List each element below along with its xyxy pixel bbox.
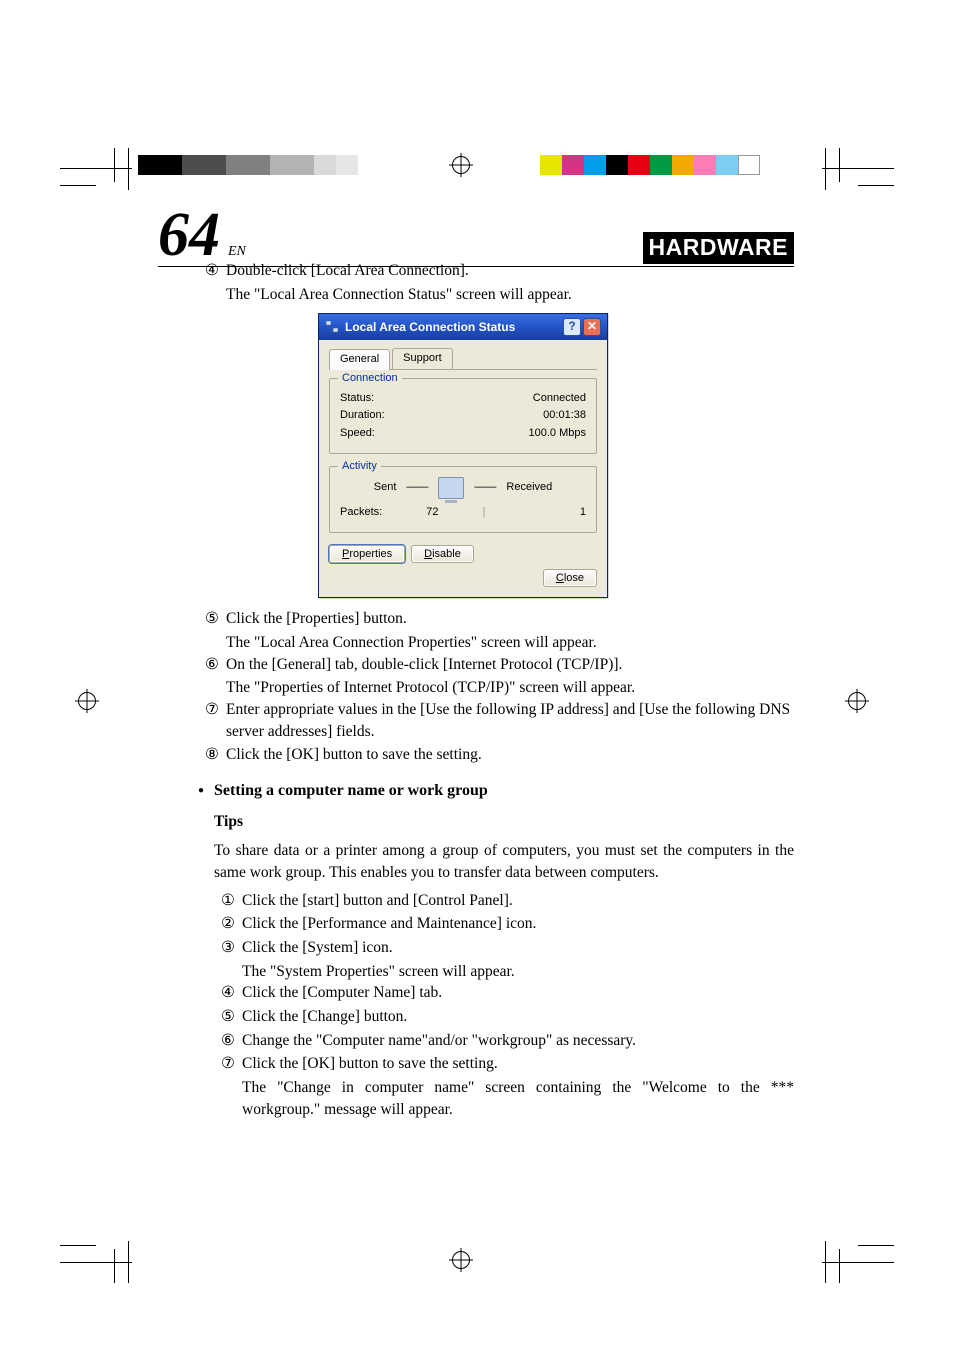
speed-label: Speed: — [340, 426, 375, 441]
dash: —— — [406, 480, 428, 495]
step-detail: The "Change in computer name" screen con… — [214, 1077, 794, 1120]
step-4: ④ Double-click [Local Area Connection]. — [198, 260, 794, 282]
registration-mark-icon — [452, 1251, 470, 1269]
crop-mark — [839, 1249, 840, 1283]
color-swatch-bar — [540, 155, 760, 175]
network-icon — [325, 320, 339, 334]
dialog-title: Local Area Connection Status — [345, 319, 515, 336]
page-language: EN — [228, 244, 246, 259]
step-text: Enter appropriate values in the [Use the… — [226, 699, 794, 742]
crop-mark — [60, 1262, 132, 1263]
group-legend: Activity — [338, 459, 381, 474]
duration-value: 00:01:38 — [543, 408, 586, 423]
step-6: ⑥ On the [General] tab, double-click [In… — [198, 654, 794, 676]
page-header: 64 EN HARDWARE — [158, 208, 794, 267]
registration-mark-icon — [848, 692, 866, 710]
properties-button[interactable]: Properties — [329, 545, 405, 563]
crop-mark — [114, 1249, 115, 1283]
step-num: ⑥ — [198, 654, 226, 676]
crop-mark — [822, 1262, 894, 1263]
tips-intro: To share data or a printer among a group… — [214, 840, 794, 883]
step-num: ⑦ — [214, 1053, 242, 1075]
crop-mark — [839, 148, 840, 182]
crop-mark — [858, 185, 894, 186]
page-body: ④ Double-click [Local Area Connection]. … — [198, 260, 794, 1120]
step-num: ⑤ — [214, 1006, 242, 1028]
gray-swatch-bar — [138, 155, 358, 175]
crop-mark — [60, 185, 96, 186]
step-5: ⑤ Click the [Properties] button. — [198, 608, 794, 630]
speed-value: 100.0 Mbps — [529, 426, 586, 441]
step-text: Click the [Change] button. — [242, 1006, 794, 1028]
step-num: ⑦ — [198, 699, 226, 742]
packets-label: Packets: — [340, 505, 382, 520]
crop-mark — [858, 1245, 894, 1246]
crop-mark — [128, 148, 129, 190]
status-value: Connected — [533, 391, 586, 406]
crop-mark — [128, 1241, 129, 1283]
step-text: Click the [Computer Name] tab. — [242, 982, 794, 1004]
crop-mark — [825, 148, 826, 190]
step-4-detail: The "Local Area Connection Status" scree… — [198, 284, 794, 306]
status-label: Status: — [340, 391, 374, 406]
step-5-detail: The "Local Area Connection Properties" s… — [198, 632, 794, 654]
step-6-detail: The "Properties of Internet Protocol (TC… — [198, 677, 794, 699]
tips-label: Tips — [214, 811, 794, 833]
step-8: ⑧ Click the [OK] button to save the sett… — [198, 744, 794, 766]
connection-group: Connection Status: Connected Duration: 0… — [329, 378, 597, 454]
tab-bar: General Support — [329, 348, 597, 369]
close-icon[interactable]: ✕ — [583, 318, 601, 336]
step-num: ④ — [214, 982, 242, 1004]
registration-mark-icon — [78, 692, 96, 710]
close-button[interactable]: Close — [543, 569, 597, 587]
crop-mark — [822, 168, 894, 169]
computer-icon — [438, 477, 464, 499]
crop-mark — [60, 1245, 96, 1246]
crop-mark — [114, 148, 115, 182]
lac-status-dialog: Local Area Connection Status ? ✕ General… — [318, 313, 608, 598]
step-detail: The "System Properties" screen will appe… — [214, 961, 794, 983]
tab-general[interactable]: General — [329, 349, 390, 369]
group-legend: Connection — [338, 371, 402, 386]
sent-label: Sent — [374, 480, 397, 495]
duration-label: Duration: — [340, 408, 385, 423]
packets-sent: 72 — [382, 505, 482, 520]
dialog-titlebar[interactable]: Local Area Connection Status ? ✕ — [319, 314, 607, 340]
step-num: ⑤ — [198, 608, 226, 630]
crop-mark — [60, 168, 132, 169]
crop-mark — [825, 1241, 826, 1283]
step-num: ① — [214, 890, 242, 912]
step-text: Click the [start] button and [Control Pa… — [242, 890, 794, 912]
disable-button[interactable]: Disable — [411, 545, 474, 563]
step-num: ③ — [214, 937, 242, 959]
step-text: Double-click [Local Area Connection]. — [226, 260, 794, 282]
step-text: On the [General] tab, double-click [Inte… — [226, 654, 794, 676]
tab-support[interactable]: Support — [392, 348, 453, 368]
activity-group: Activity Sent —— —— Received Packets: 72… — [329, 466, 597, 533]
step-num: ② — [214, 913, 242, 935]
packets-recv: 1 — [486, 505, 586, 520]
subsection-header: ● Setting a computer name or work group — [198, 780, 794, 802]
step-text: Click the [OK] button to save the settin… — [242, 1053, 794, 1075]
step-text: Click the [OK] button to save the settin… — [226, 744, 794, 766]
registration-mark-icon — [452, 156, 470, 174]
step-num: ⑧ — [198, 744, 226, 766]
dash: —— — [474, 480, 496, 495]
subsection-title: Setting a computer name or work group — [214, 780, 794, 802]
received-label: Received — [506, 480, 552, 495]
help-button[interactable]: ? — [563, 318, 581, 336]
step-text: Click the [Properties] button. — [226, 608, 794, 630]
step-7: ⑦ Enter appropriate values in the [Use t… — [198, 699, 794, 742]
step-num: ⑥ — [214, 1030, 242, 1052]
step-text: Click the [Performance and Maintenance] … — [242, 913, 794, 935]
step-text: Change the "Computer name"and/or "workgr… — [242, 1030, 794, 1052]
page-number: 64 — [158, 201, 220, 269]
step-text: Click the [System] icon. — [242, 937, 794, 959]
step-num: ④ — [198, 260, 226, 282]
bullet-icon: ● — [198, 780, 214, 802]
